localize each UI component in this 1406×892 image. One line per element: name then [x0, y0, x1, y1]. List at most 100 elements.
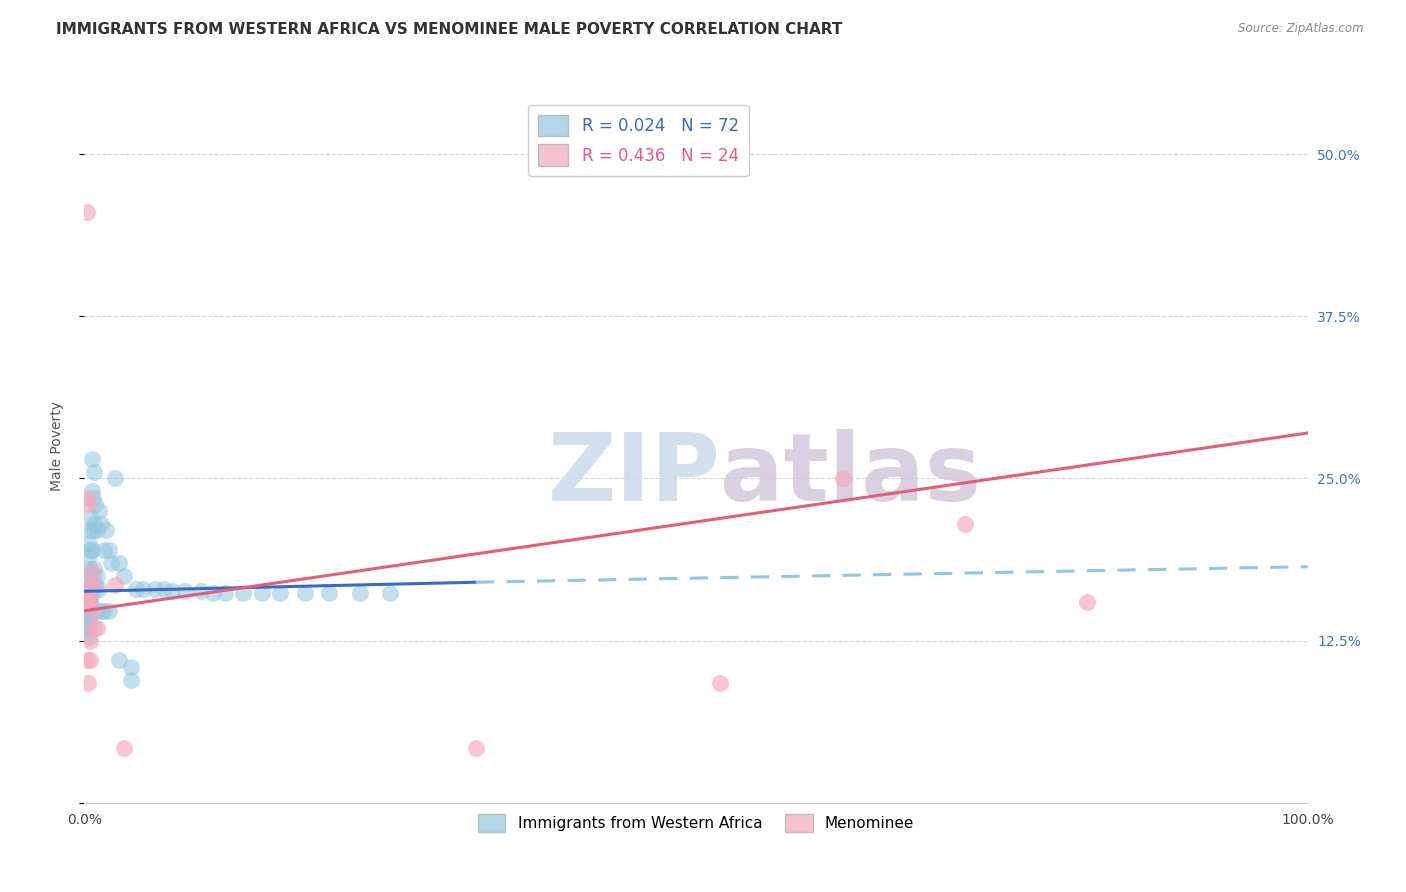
- Point: [82, 578, 104, 592]
- Point: [84, 497, 107, 511]
- Text: atlas: atlas: [720, 428, 981, 521]
- Point: [77, 591, 100, 605]
- Text: IMMIGRANTS FROM WESTERN AFRICA VS MENOMINEE MALE POVERTY CORRELATION CHART: IMMIGRANTS FROM WESTERN AFRICA VS MENOMI…: [56, 22, 842, 37]
- Point: [107, 556, 129, 570]
- Point: [709, 676, 731, 690]
- Point: [107, 653, 129, 667]
- Point: [97, 604, 120, 618]
- Point: [80, 484, 103, 499]
- Point: [77, 595, 100, 609]
- Point: [120, 659, 142, 673]
- Legend: Immigrants from Western Africa, Menominee: Immigrants from Western Africa, Menomine…: [471, 808, 921, 838]
- Point: [77, 614, 100, 628]
- Point: [77, 591, 100, 605]
- Point: [173, 584, 195, 599]
- Point: [76, 653, 98, 667]
- Point: [831, 471, 853, 485]
- Point: [79, 653, 101, 667]
- Point: [77, 595, 100, 609]
- Point: [77, 536, 100, 550]
- Point: [76, 582, 98, 596]
- Point: [125, 582, 148, 596]
- Point: [100, 556, 122, 570]
- Point: [80, 452, 103, 467]
- Point: [83, 621, 105, 635]
- Point: [349, 585, 371, 599]
- Point: [80, 542, 103, 557]
- Point: [120, 673, 142, 687]
- Point: [464, 741, 486, 756]
- Point: [112, 741, 135, 756]
- Point: [77, 601, 100, 615]
- Point: [82, 491, 104, 505]
- Point: [97, 542, 120, 557]
- Point: [104, 578, 127, 592]
- Point: [83, 465, 105, 479]
- Point: [86, 524, 108, 538]
- Point: [214, 585, 236, 599]
- Point: [76, 627, 98, 641]
- Point: [104, 471, 127, 485]
- Point: [79, 582, 101, 596]
- Point: [86, 621, 108, 635]
- Point: [190, 584, 212, 599]
- Point: [79, 633, 101, 648]
- Point: [77, 630, 100, 644]
- Point: [83, 562, 105, 576]
- Point: [380, 585, 402, 599]
- Point: [83, 516, 105, 531]
- Point: [86, 604, 108, 618]
- Point: [79, 562, 101, 576]
- Point: [77, 585, 100, 599]
- Point: [77, 621, 100, 635]
- Point: [76, 591, 98, 605]
- Point: [1076, 595, 1098, 609]
- Y-axis label: Male Poverty: Male Poverty: [49, 401, 63, 491]
- Point: [953, 516, 976, 531]
- Point: [143, 582, 166, 596]
- Point: [77, 565, 100, 579]
- Point: [79, 542, 101, 557]
- Point: [93, 542, 115, 557]
- Point: [153, 582, 176, 596]
- Point: [90, 516, 112, 531]
- Point: [77, 578, 100, 592]
- Text: Source: ZipAtlas.com: Source: ZipAtlas.com: [1239, 22, 1364, 36]
- Point: [162, 584, 184, 599]
- Point: [79, 524, 101, 538]
- Point: [80, 588, 103, 602]
- Point: [269, 585, 291, 599]
- Point: [87, 582, 110, 596]
- Point: [132, 582, 155, 596]
- Point: [80, 604, 103, 618]
- Point: [76, 205, 98, 219]
- Point: [201, 585, 224, 599]
- Point: [294, 585, 316, 599]
- Point: [112, 568, 135, 582]
- Point: [318, 585, 340, 599]
- Point: [86, 568, 108, 582]
- Point: [82, 568, 104, 582]
- Point: [232, 585, 254, 599]
- Point: [90, 604, 112, 618]
- Point: [87, 504, 110, 518]
- Point: [250, 585, 273, 599]
- Text: ZIP: ZIP: [547, 428, 720, 521]
- Point: [79, 595, 101, 609]
- Point: [76, 595, 98, 609]
- Point: [76, 607, 98, 622]
- Point: [96, 524, 118, 538]
- Point: [80, 565, 103, 579]
- Point: [76, 588, 98, 602]
- Point: [77, 497, 100, 511]
- Point: [77, 614, 100, 628]
- Point: [76, 491, 98, 505]
- Point: [77, 575, 100, 590]
- Point: [93, 604, 115, 618]
- Point: [79, 510, 101, 524]
- Point: [77, 676, 100, 690]
- Point: [77, 578, 100, 592]
- Point: [84, 578, 107, 592]
- Point: [77, 549, 100, 564]
- Point: [82, 524, 104, 538]
